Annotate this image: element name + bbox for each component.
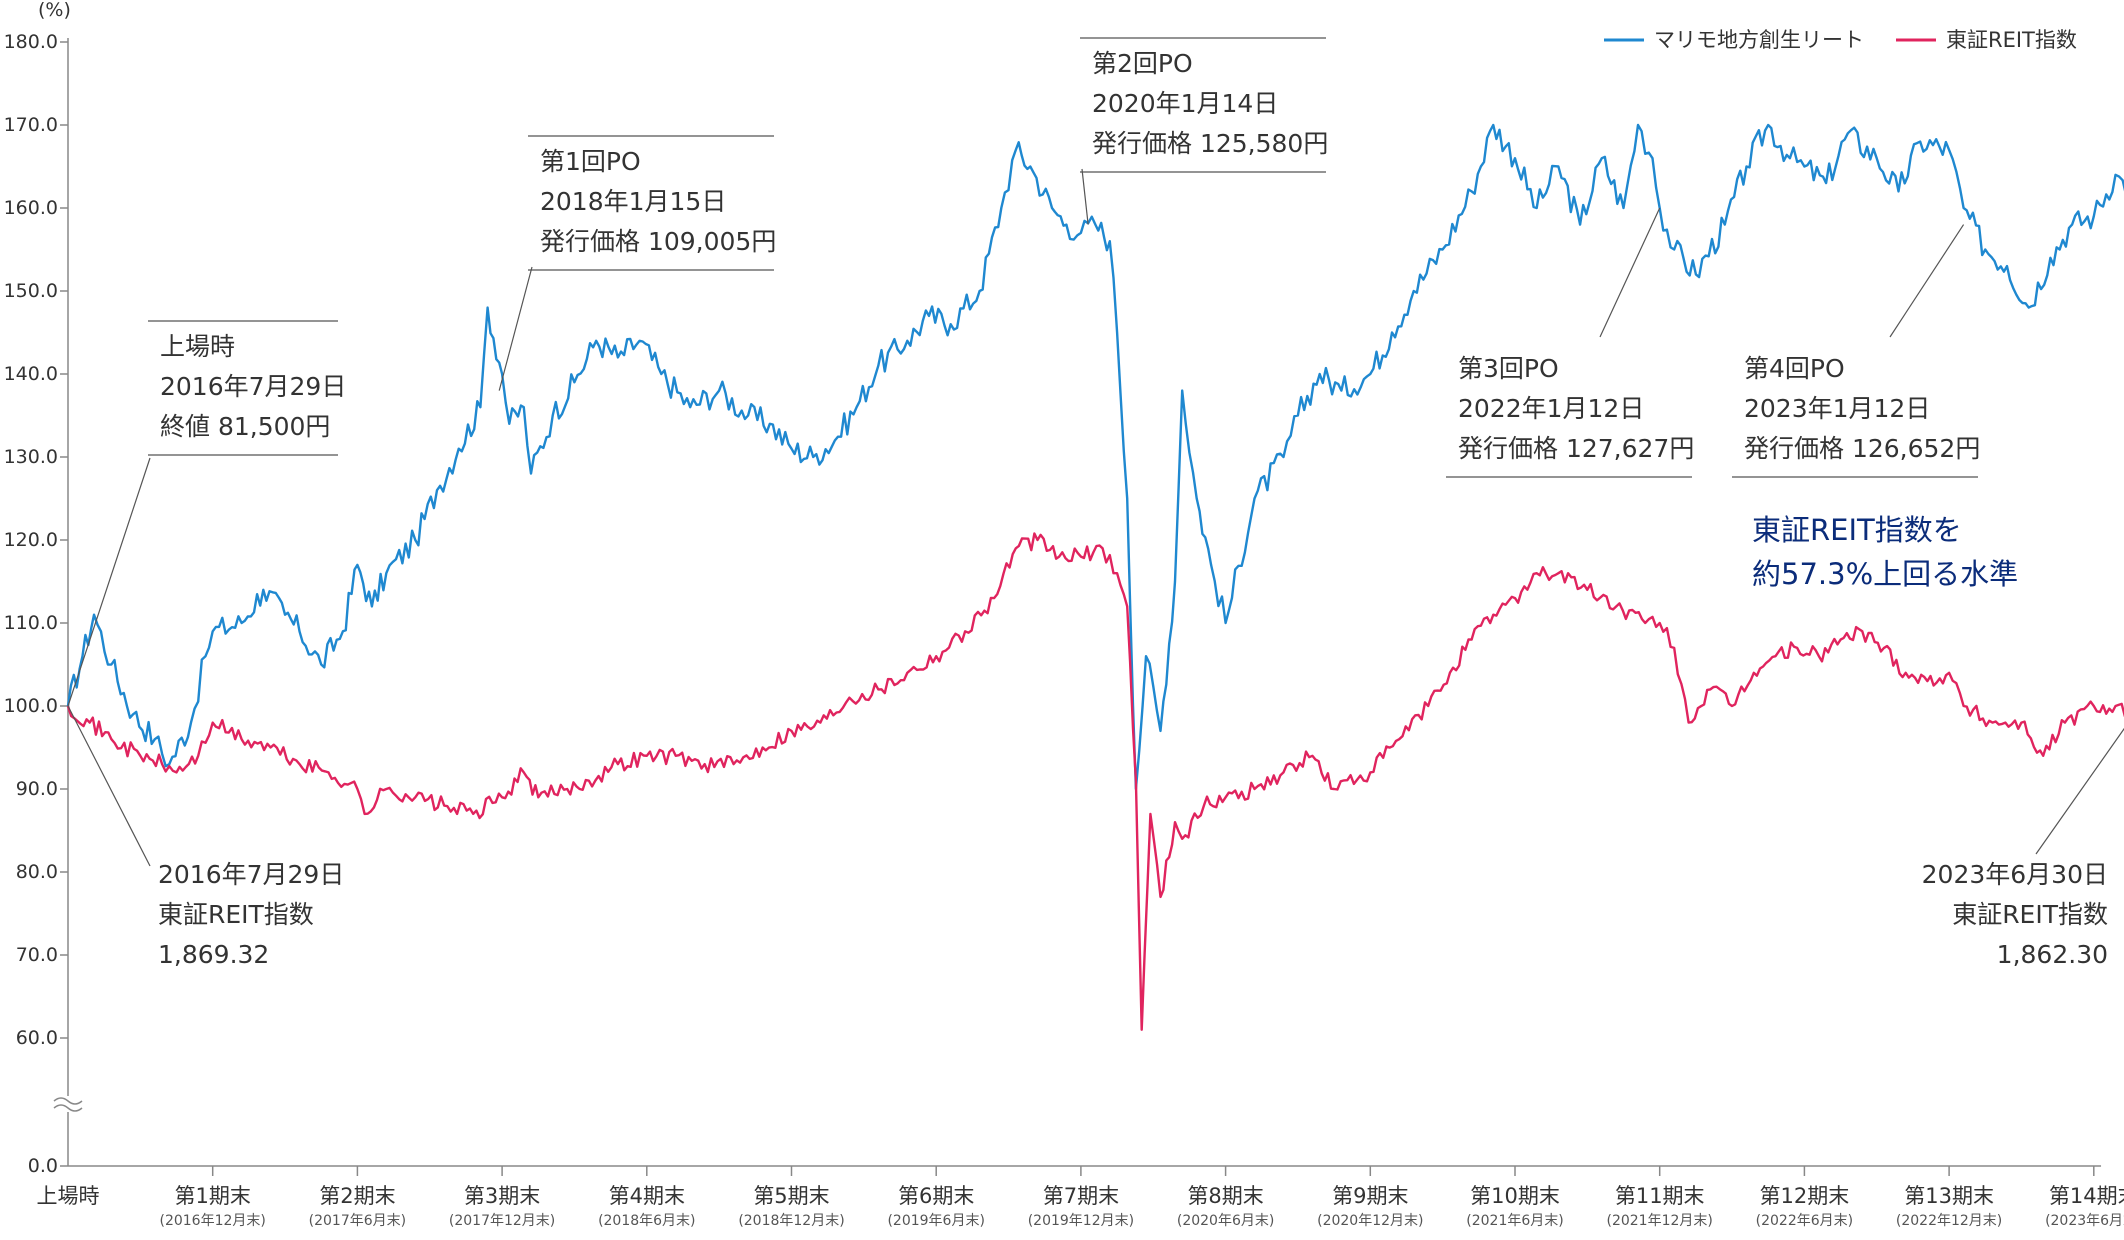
y-tick-label: 60.0	[16, 1027, 58, 1049]
annotation-line: 上場時	[160, 332, 235, 361]
annotation-line: 発行価格 127,627円	[1458, 434, 1694, 463]
axis-break-mark	[53, 1097, 83, 1112]
annotation-line: 終値 81,500円	[160, 412, 330, 441]
x-tick-sublabel: (2018年12月末)	[738, 1213, 844, 1229]
annotation-line: 2018年1月15日	[540, 187, 726, 216]
y-tick-label: 160.0	[4, 197, 58, 219]
y-tick-label: 180.0	[4, 31, 58, 53]
series	[66, 123, 2124, 1031]
y-tick-label: 110.0	[4, 612, 58, 634]
x-tick-label: 第11期末	[1615, 1184, 1705, 1208]
annotation-leader	[1889, 224, 1965, 338]
x-tick-label: 第12期末	[1760, 1184, 1850, 1208]
x-tick-label: 第5期末	[753, 1184, 829, 1208]
y-tick-label: 70.0	[16, 944, 58, 966]
x-tick-label: 第8期末	[1187, 1184, 1263, 1208]
x-tick-label: 第2期末	[319, 1184, 395, 1208]
x-tick-sublabel: (2017年6月末)	[309, 1213, 406, 1229]
x-tick-sublabel: (2016年12月末)	[160, 1213, 266, 1229]
legend: マリモ地方創生リート 東証REIT指数	[1604, 28, 2077, 52]
x-tick-label: 上場時	[37, 1184, 100, 1208]
y-tick-label: 80.0	[16, 861, 58, 883]
annotation-leader	[1081, 168, 1089, 225]
annotation-line: 発行価格 109,005円	[540, 227, 776, 256]
y-tick-label: 120.0	[4, 529, 58, 551]
annotation-line: 東証REIT指数	[1952, 900, 2108, 929]
annotation-line: 2016年7月29日	[158, 860, 344, 889]
annotation-leader	[67, 457, 151, 707]
annotation-line: 第4回PO	[1744, 354, 1845, 383]
x-tick-sublabel: (2023年6月末)	[2045, 1213, 2124, 1229]
x-tick-label: 第3期末	[464, 1184, 540, 1208]
annotation-line: 第1回PO	[540, 147, 641, 176]
annotation-leader	[2035, 727, 2124, 855]
annotation-line: 2016年7月29日	[160, 372, 346, 401]
annotation-line: 2023年1月12日	[1744, 394, 1930, 423]
series-line-marimo	[66, 123, 2124, 791]
annotation-line: 2020年1月14日	[1092, 89, 1278, 118]
callout-text: 約57.3%上回る水準	[1752, 557, 2018, 591]
x-tick-label: 第6期末	[898, 1184, 974, 1208]
annotation-line: 1,869.32	[158, 940, 269, 969]
annotation-line: 2022年1月12日	[1458, 394, 1644, 423]
callout-text: 東証REIT指数を	[1752, 513, 1962, 547]
y-tick-label: 90.0	[16, 778, 58, 800]
x-tick-label: 第1期末	[175, 1184, 251, 1208]
x-tick-sublabel: (2017年12月末)	[449, 1213, 555, 1229]
y-tick-label: 150.0	[4, 280, 58, 302]
y-tick-label: 170.0	[4, 114, 58, 136]
legend-label: マリモ地方創生リート	[1654, 28, 1864, 52]
y-tick-label: 0.0	[28, 1155, 58, 1177]
x-tick-label: 第13期末	[1904, 1184, 1994, 1208]
x-tick-label: 第10期末	[1470, 1184, 1560, 1208]
annotation-line: 2023年6月30日	[1922, 860, 2108, 889]
y-axis-unit: (%)	[38, 0, 71, 21]
annotation-line: 発行価格 125,580円	[1092, 129, 1328, 158]
x-tick-label: 第7期末	[1043, 1184, 1119, 1208]
x-tick-sublabel: (2020年12月末)	[1317, 1213, 1423, 1229]
y-tick-label: 100.0	[4, 695, 58, 717]
annotation-leader	[498, 266, 533, 391]
series-line-tse-reit	[66, 532, 2124, 1031]
legend-label: 東証REIT指数	[1946, 28, 2077, 52]
annotation-leader	[67, 705, 151, 867]
x-tick-sublabel: (2019年6月末)	[887, 1213, 984, 1229]
axes: 0.0 60.0 70.0 80.0 90.0 100.0 110.0 120.0 130.0 1…	[4, 0, 2124, 1229]
x-tick-sublabel: (2019年12月末)	[1028, 1213, 1134, 1229]
x-tick-sublabel: (2022年12月末)	[1896, 1213, 2002, 1229]
x-tick-label: 第9期末	[1332, 1184, 1408, 1208]
y-tick-label: 130.0	[4, 446, 58, 468]
x-tick-sublabel: (2018年6月末)	[598, 1213, 695, 1229]
annotation-line: 第3回PO	[1458, 354, 1559, 383]
annotation-line: 第2回PO	[1092, 49, 1193, 78]
x-tick-sublabel: (2021年12月末)	[1607, 1213, 1713, 1229]
y-tick-label: 140.0	[4, 363, 58, 385]
x-tick-label: 第14期末	[2049, 1184, 2124, 1208]
x-tick-sublabel: (2020年6月末)	[1177, 1213, 1274, 1229]
x-tick-sublabel: (2022年6月末)	[1756, 1213, 1853, 1229]
annotation-leader	[1599, 207, 1661, 338]
annotation-line: 1,862.30	[1997, 940, 2108, 969]
annotation-line: 東証REIT指数	[158, 900, 314, 929]
x-tick-label: 第4期末	[609, 1184, 685, 1208]
x-tick-sublabel: (2021年6月末)	[1466, 1213, 1563, 1229]
annotation-line: 発行価格 126,652円	[1744, 434, 1980, 463]
